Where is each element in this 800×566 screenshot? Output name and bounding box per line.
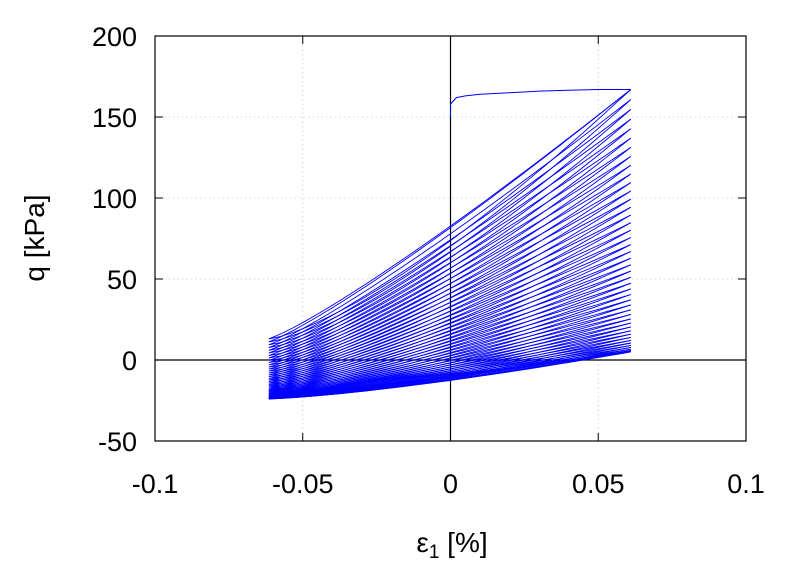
hysteresis-loop: [268, 182, 632, 368]
y-axis-label: q [kPa]: [19, 194, 50, 281]
hysteresis-loop: [268, 251, 631, 384]
hysteresis-loop: [268, 304, 631, 394]
hysteresis-loop: [268, 257, 631, 385]
hysteresis-loop: [268, 222, 632, 378]
hysteresis-loop: [268, 198, 632, 372]
hysteresis-loop: [268, 288, 631, 391]
hysteresis-loop: [268, 89, 632, 343]
x-tick-label: -0.1: [132, 469, 179, 499]
x-tick-label: 0: [443, 469, 458, 499]
hysteresis-loop: [268, 137, 632, 356]
y-tick-label: 150: [92, 103, 137, 133]
x-tick-label: 0.1: [727, 469, 765, 499]
hysteresis-loop: [268, 164, 632, 364]
hysteresis-loop: [268, 109, 632, 349]
hysteresis-loop: [268, 89, 632, 340]
hysteresis-loop: [268, 270, 631, 388]
hysteresis-loop: [268, 309, 631, 395]
hysteresis-loop: [268, 214, 632, 376]
hysteresis-loop: [268, 244, 631, 383]
y-tick-label: 200: [92, 22, 137, 52]
hysteresis-loop: [268, 99, 632, 346]
data-series-line: [450, 89, 631, 117]
hysteresis-loop: [268, 282, 631, 390]
x-tick-labels: -0.1 -0.05 0 0.05 0.1: [132, 469, 765, 499]
hysteresis-loop: [268, 326, 631, 398]
y-tick-label: 50: [107, 265, 137, 295]
hysteresis-loop: [268, 173, 632, 366]
hysteresis-loop: [268, 294, 631, 392]
hysteresis-loop: [268, 156, 632, 361]
hysteresis-loop: [268, 118, 632, 351]
hysteresis-loop: [268, 206, 632, 374]
y-tick-label: 100: [92, 184, 137, 214]
y-tick-label: -50: [98, 427, 137, 457]
hysteresis-loop: [268, 264, 631, 387]
hysteresis-loop: [268, 313, 631, 396]
hysteresis-loop: [268, 128, 632, 354]
hysteresis-loop: [268, 276, 631, 389]
hysteresis-loop: [268, 237, 632, 381]
hysteresis-loop: [268, 147, 632, 359]
hysteresis-loop: [268, 190, 632, 370]
data-layer: [268, 89, 632, 400]
x-axis-label: ε1 [%]: [416, 527, 487, 563]
tick-marks: [154, 35, 747, 442]
hysteresis-loop: [268, 322, 631, 397]
x-tick-label: -0.05: [272, 469, 334, 499]
y-tick-label: 0: [122, 346, 137, 376]
hysteresis-loop: [268, 318, 631, 396]
hysteresis-loop: [268, 299, 631, 393]
hysteresis-loop: [268, 229, 632, 379]
y-tick-labels: -50 0 50 100 150 200: [92, 22, 137, 457]
x-tick-label: 0.05: [572, 469, 625, 499]
hysteresis-loop: [268, 351, 631, 400]
